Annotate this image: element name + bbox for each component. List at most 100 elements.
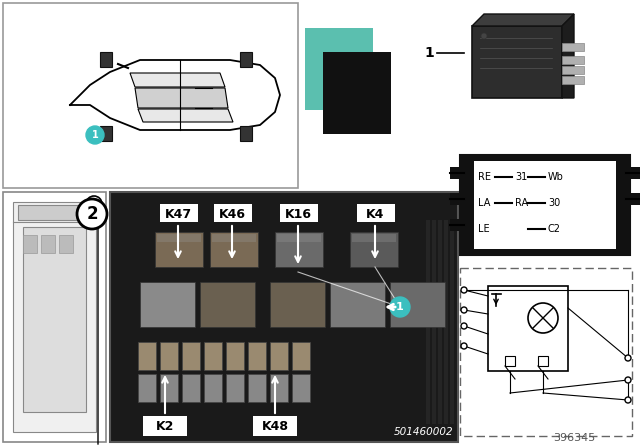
Bar	[143, 416, 187, 436]
Bar	[460, 268, 632, 436]
Circle shape	[625, 377, 631, 383]
Bar	[100, 126, 112, 141]
Bar	[270, 374, 288, 402]
Bar	[474, 161, 616, 249]
Bar	[626, 193, 640, 205]
Bar	[110, 192, 458, 442]
Bar	[240, 52, 252, 67]
Text: RA: RA	[515, 198, 528, 208]
Bar	[204, 342, 222, 370]
Bar	[23, 235, 37, 253]
Bar	[330, 282, 385, 327]
Bar	[460, 155, 630, 255]
Bar	[41, 235, 55, 253]
Text: K16: K16	[285, 207, 312, 220]
Circle shape	[625, 355, 631, 361]
Bar	[18, 205, 91, 220]
Circle shape	[77, 199, 107, 229]
Bar	[3, 3, 298, 188]
Bar	[160, 342, 178, 370]
Text: Wb: Wb	[548, 172, 564, 182]
Bar	[226, 342, 244, 370]
Bar	[240, 126, 252, 141]
Bar	[292, 342, 310, 370]
Polygon shape	[472, 14, 574, 26]
Bar	[350, 232, 398, 267]
Bar	[280, 204, 318, 222]
Text: RE: RE	[478, 172, 491, 182]
Text: 396345: 396345	[553, 433, 595, 443]
Bar	[390, 282, 445, 327]
Text: 30: 30	[548, 198, 560, 208]
Text: 501460002: 501460002	[394, 427, 453, 437]
Bar	[323, 52, 391, 134]
Bar	[200, 282, 255, 327]
Bar	[275, 232, 323, 267]
Bar	[59, 235, 73, 253]
Bar	[160, 374, 178, 402]
Bar	[210, 232, 258, 267]
Bar	[204, 374, 222, 402]
Bar	[562, 66, 584, 74]
Text: LA: LA	[478, 198, 490, 208]
Bar	[270, 342, 288, 370]
Bar	[100, 52, 112, 67]
Bar	[562, 56, 584, 64]
Circle shape	[86, 126, 104, 144]
Bar	[248, 342, 266, 370]
Circle shape	[461, 343, 467, 349]
Bar	[182, 374, 200, 402]
Bar	[3, 192, 106, 442]
Circle shape	[86, 196, 102, 212]
Bar	[138, 374, 156, 402]
Text: 31: 31	[515, 172, 527, 182]
Bar	[488, 286, 568, 371]
Bar	[212, 234, 256, 242]
Bar	[157, 234, 201, 242]
Circle shape	[625, 397, 631, 403]
Bar	[182, 342, 200, 370]
Text: K48: K48	[262, 419, 289, 432]
Bar	[450, 193, 464, 205]
Bar	[305, 28, 373, 110]
Circle shape	[461, 307, 467, 313]
Bar	[562, 76, 584, 84]
Text: 2: 2	[91, 199, 97, 209]
Bar	[562, 43, 584, 51]
Circle shape	[461, 287, 467, 293]
Text: 2: 2	[86, 205, 98, 223]
Circle shape	[481, 33, 487, 39]
Bar	[538, 356, 548, 366]
Bar	[253, 416, 297, 436]
Bar	[277, 234, 321, 242]
Polygon shape	[562, 14, 574, 98]
Text: LE: LE	[478, 224, 490, 234]
Bar	[505, 356, 515, 366]
Bar	[472, 26, 562, 98]
Polygon shape	[130, 73, 225, 87]
Bar	[13, 202, 96, 432]
Bar	[292, 374, 310, 402]
Bar	[626, 167, 640, 179]
Polygon shape	[135, 88, 228, 108]
Circle shape	[461, 323, 467, 329]
Text: K2: K2	[156, 419, 174, 432]
Bar	[357, 204, 395, 222]
Bar	[214, 204, 252, 222]
Bar	[160, 204, 198, 222]
Text: 1: 1	[92, 130, 99, 140]
Bar	[155, 232, 203, 267]
Circle shape	[528, 303, 558, 333]
Bar	[270, 282, 325, 327]
Text: 1: 1	[424, 46, 434, 60]
Bar	[23, 227, 86, 412]
Text: 1: 1	[396, 302, 404, 312]
Bar	[140, 282, 195, 327]
Bar	[450, 167, 464, 179]
Text: K47: K47	[164, 207, 191, 220]
Bar	[352, 234, 396, 242]
Text: C2: C2	[548, 224, 561, 234]
Bar	[226, 374, 244, 402]
Text: K46: K46	[218, 207, 246, 220]
Bar	[138, 342, 156, 370]
